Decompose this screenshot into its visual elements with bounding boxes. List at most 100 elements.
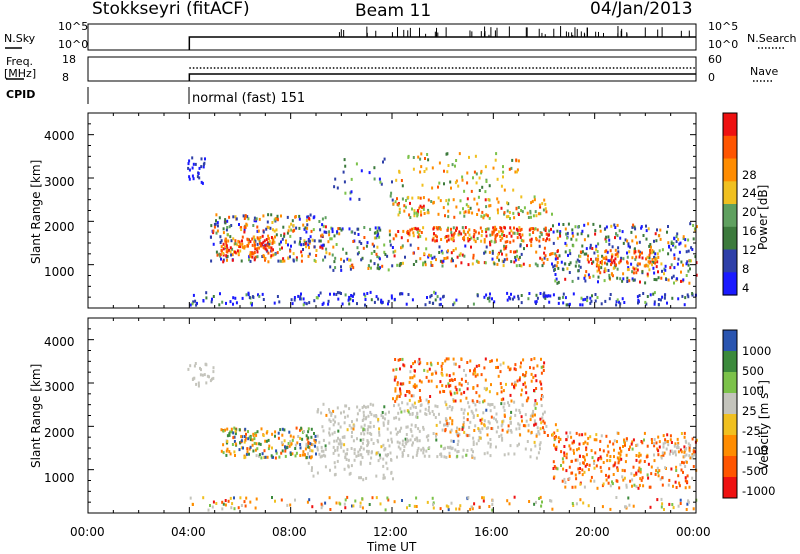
power-cell	[556, 261, 559, 264]
power-cell	[536, 296, 539, 300]
power-cell	[501, 233, 503, 236]
power-cell	[342, 247, 344, 251]
power-cell	[649, 251, 652, 255]
velocity-cell	[503, 413, 506, 417]
velocity-cell	[415, 453, 418, 457]
power-cell	[668, 245, 671, 249]
velocity-cell	[417, 360, 420, 364]
xtick-1600: 16:00	[474, 525, 509, 539]
power-cell	[466, 181, 469, 185]
power-cell	[336, 186, 339, 190]
velocity-cell	[246, 447, 249, 451]
velocity-cell	[390, 471, 393, 475]
velocity-cell	[320, 506, 323, 510]
velocity-cell	[666, 433, 669, 437]
power-cell	[497, 200, 500, 204]
power-cell	[266, 244, 269, 248]
power-cell	[308, 239, 311, 243]
velocity-colorbar-segment	[723, 477, 737, 499]
power-cell	[373, 262, 376, 266]
velocity-cell	[463, 408, 466, 412]
velocity-cell	[681, 460, 683, 464]
power-cell	[583, 223, 586, 227]
velocity-cell	[446, 422, 449, 426]
power-cell	[628, 279, 631, 283]
power-cell	[340, 228, 343, 232]
power-cell	[447, 249, 449, 253]
power-cell	[419, 210, 422, 214]
power-cell	[496, 177, 499, 181]
power-cell	[488, 204, 491, 208]
velocity-cell	[346, 414, 349, 418]
velocity-cell	[353, 448, 356, 452]
velocity-cell	[500, 398, 503, 402]
power-cell	[433, 290, 436, 294]
velocity-cell	[423, 454, 426, 458]
power-cell	[489, 233, 492, 237]
power-cell	[494, 237, 497, 241]
velocity-cell	[461, 455, 464, 459]
velocity-cell	[632, 504, 635, 508]
power-cell	[231, 247, 234, 251]
velocity-cell	[640, 478, 643, 482]
power-cell	[651, 263, 653, 267]
power-cell	[649, 248, 651, 252]
power-cell	[274, 235, 276, 239]
power-cell	[307, 239, 310, 243]
power-cell	[232, 215, 235, 219]
velocity-cell	[224, 428, 226, 432]
velocity-cell	[450, 428, 453, 432]
power-cell	[399, 262, 402, 265]
velocity-cell	[565, 452, 568, 456]
power-cell	[492, 226, 495, 230]
power-cell	[420, 231, 423, 234]
velocity-cell	[390, 458, 393, 462]
power-cell	[201, 181, 204, 185]
velocity-cell	[510, 399, 513, 403]
velocity-cell	[671, 503, 674, 506]
power-cell	[343, 158, 346, 162]
velocity-cell	[483, 452, 486, 456]
power-cell	[624, 238, 627, 242]
power-cell	[480, 239, 483, 243]
velocity-cell	[434, 369, 437, 373]
power-cell	[512, 188, 515, 192]
power-cell	[363, 226, 366, 229]
power-cell	[272, 253, 275, 257]
power-cell	[513, 216, 516, 220]
velocity-cell	[692, 451, 695, 455]
velocity-cell	[395, 416, 398, 420]
power-cell	[622, 241, 625, 245]
power-cell	[419, 157, 422, 161]
power-cell	[594, 293, 597, 296]
power-cell	[480, 234, 483, 238]
velocity-cell	[428, 411, 431, 415]
velocity-cell	[530, 372, 533, 376]
power-cell	[558, 222, 560, 226]
power-cell	[557, 266, 560, 270]
power-cell	[559, 232, 561, 236]
velocity-cell	[220, 428, 223, 432]
power-cell	[347, 298, 350, 302]
power-cell	[272, 228, 274, 232]
power-cell	[478, 189, 481, 192]
velocity-cell	[657, 470, 660, 474]
power-cell	[493, 228, 496, 232]
velocity-cell	[454, 385, 457, 389]
power-cell	[494, 158, 497, 162]
power-cell	[606, 250, 609, 254]
velocity-cell	[655, 441, 658, 445]
power-cell	[494, 225, 497, 229]
power-cell	[501, 252, 503, 256]
power-cell	[506, 298, 509, 302]
velocity-cell	[434, 416, 437, 419]
power-cell	[616, 234, 619, 238]
power-cell	[635, 271, 638, 275]
velocity-cell	[664, 466, 667, 470]
power-cell	[333, 292, 335, 296]
power-cell	[243, 217, 246, 220]
power-cell	[242, 214, 245, 218]
power-cell	[484, 165, 487, 169]
power-cell	[576, 232, 579, 236]
power-cell	[216, 224, 219, 228]
